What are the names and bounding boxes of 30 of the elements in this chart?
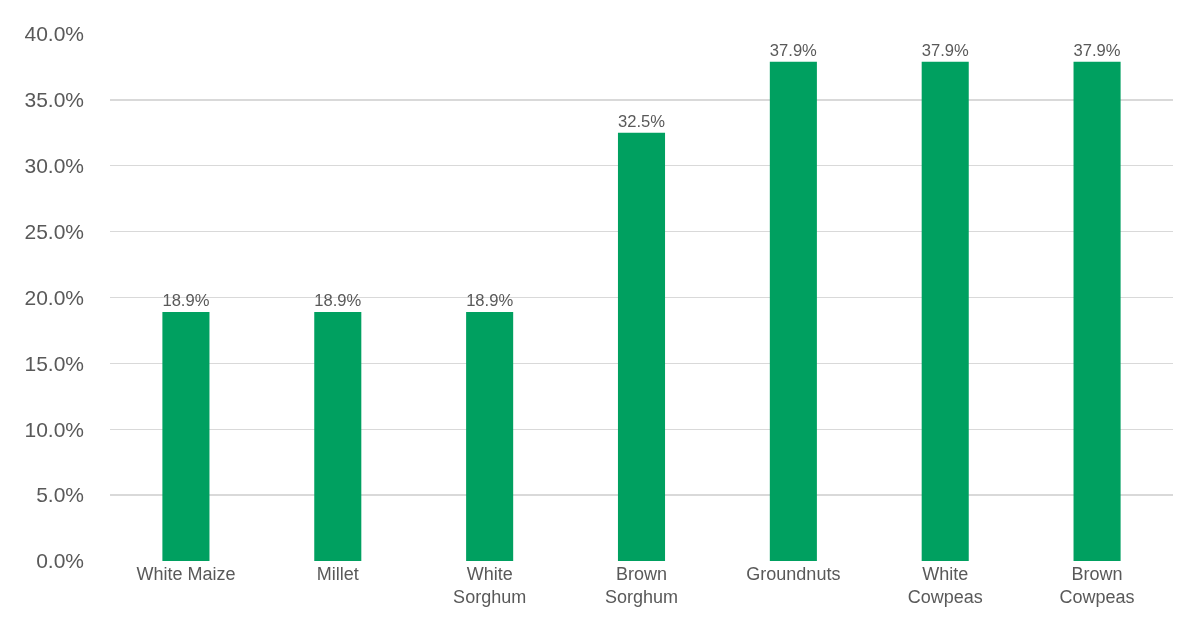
data-label: 18.9% xyxy=(314,290,362,310)
data-label: 37.9% xyxy=(921,40,969,60)
y-tick-label: 35.0% xyxy=(24,88,84,112)
x-tick-label: White Sorghum xyxy=(453,564,527,608)
y-tick-label: 5.0% xyxy=(36,483,84,507)
x-tick-label: Millet xyxy=(316,564,359,584)
y-tick-label: 15.0% xyxy=(24,351,84,375)
bar xyxy=(769,61,817,561)
y-tick-label: 20.0% xyxy=(24,285,84,309)
data-label: 18.9% xyxy=(162,290,210,310)
y-tick-label: 40.0% xyxy=(24,22,84,46)
x-tick-label: Groundnuts xyxy=(746,564,841,584)
x-tick-label: White Maize xyxy=(136,564,236,584)
x-tick-label: Brown Sorghum xyxy=(604,564,679,608)
y-tick-label: 10.0% xyxy=(24,417,84,441)
y-tick-label: 25.0% xyxy=(24,219,84,243)
data-label: 37.9% xyxy=(769,40,818,60)
data-label: 18.9% xyxy=(466,290,514,310)
data-label: 37.9% xyxy=(1073,40,1121,60)
bar xyxy=(1073,61,1121,561)
x-tick-label: Brown Cowpeas xyxy=(1059,564,1135,608)
bar xyxy=(617,132,666,561)
bar xyxy=(162,311,210,561)
bar xyxy=(466,311,514,561)
y-tick-label: 30.0% xyxy=(24,154,84,178)
y-tick-label: 0.0% xyxy=(36,549,84,573)
data-label: 32.5% xyxy=(617,111,666,131)
bar xyxy=(314,311,362,561)
x-tick-label: White Cowpeas xyxy=(907,564,983,608)
bar xyxy=(921,61,969,561)
